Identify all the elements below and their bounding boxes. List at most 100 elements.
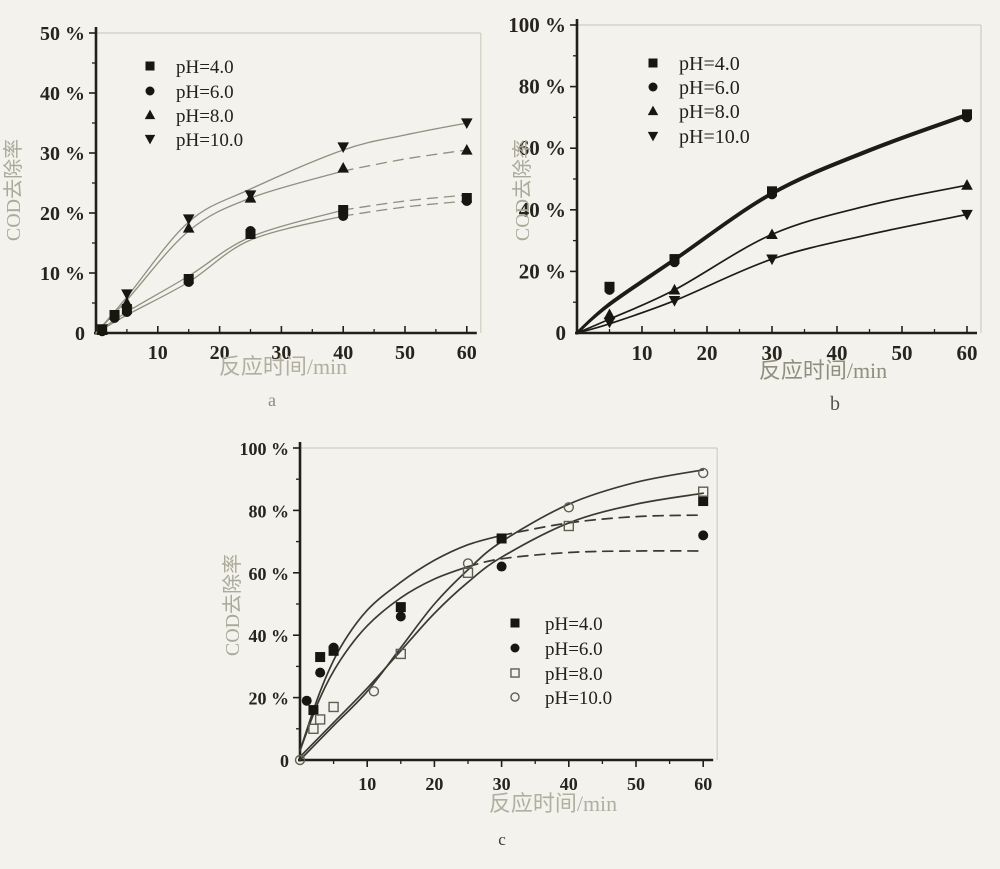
circle-filled-marker [245, 226, 256, 236]
x-tick-label: 10 [148, 342, 168, 364]
markers-pH=4.0 [308, 496, 709, 716]
y-tick-label: 30 % [40, 143, 85, 165]
triangle-down-filled-marker [182, 214, 195, 225]
circle-filled-marker [648, 82, 658, 92]
circle-filled-marker [962, 112, 972, 123]
circle-open-marker [510, 692, 520, 702]
circle-filled-marker [109, 313, 120, 323]
y-tick-label: 0 [75, 323, 85, 345]
x-tick-label: 30 [493, 774, 511, 794]
legend-label: pH=8.0 [679, 101, 740, 123]
subfigure-label: a [268, 390, 276, 410]
y-ticks [293, 447, 300, 730]
y-tick-label: 0 [280, 751, 289, 771]
triangle-up-filled-marker [461, 144, 473, 155]
square-filled-marker [496, 533, 507, 544]
triangle-up-filled-marker [182, 222, 195, 233]
x-tick-label: 20 [697, 341, 718, 365]
triangle-down-filled-marker [461, 118, 473, 129]
legend-label: pH=6.0 [176, 82, 234, 103]
circle-filled-marker [461, 196, 472, 206]
x-tick-label: 40 [560, 774, 578, 794]
circle-filled-marker [328, 642, 339, 653]
circle-filled-marker [496, 561, 507, 572]
legend-item-pH=10.0: pH=10.0 [510, 688, 612, 709]
subfigure-label: b [830, 393, 840, 415]
square-open-marker [308, 723, 319, 734]
legend-label: pH=6.0 [679, 77, 740, 99]
x-ticks [126, 326, 468, 333]
y-tick-label: 50 % [40, 23, 85, 45]
square-filled-marker [510, 618, 520, 628]
x-tick-label: 40 [333, 342, 353, 364]
legend: pH=4.0 pH=6.0 pH=8.0 pH=10.0 [510, 614, 612, 709]
circle-filled-marker [669, 257, 680, 268]
markers-pH=6.0 [97, 196, 472, 337]
markers-pH=8.0 [603, 179, 973, 320]
legend-label: pH=4.0 [176, 57, 234, 78]
x-ticks [332, 760, 705, 767]
square-filled-marker [338, 205, 349, 215]
triangle-down-filled-marker [144, 134, 156, 145]
circle-open-marker [368, 686, 380, 697]
triangle-up-filled-marker [647, 105, 659, 116]
y-axis-label: COD去除率 [511, 139, 534, 241]
y-tick-label: 20 % [249, 689, 290, 709]
circle-filled-marker [510, 643, 520, 653]
legend: pH=4.0 pH=6.0 pH=8.0 pH=10.0 [144, 57, 243, 151]
markers-pH=8.0 [96, 144, 473, 335]
triangle-down-filled-marker [96, 324, 108, 335]
circle-open-marker [563, 502, 574, 513]
y-tick-label: 40 % [519, 198, 566, 222]
chart-c: 10 20 30 40 50 60 0 20 % 40 % 60 % 80 % 100 % 反应时间/m… [221, 439, 718, 849]
triangle-down-filled-marker [647, 131, 659, 142]
circle-open-marker [698, 467, 709, 479]
legend-item-pH=4.0: pH=4.0 [145, 57, 234, 78]
x-tick-label: 60 [694, 774, 712, 794]
markers-pH=10.0 [294, 467, 709, 766]
y-ticks [570, 24, 577, 303]
x-tick-label: 30 [762, 341, 783, 365]
chart-a: 10 20 30 40 50 60 0 10 % 20 % 30 % 40 % 50 % 反应时间/mi… [2, 23, 482, 410]
square-filled-marker [315, 652, 326, 663]
triangle-down-filled-marker [766, 254, 778, 266]
square-open-marker [395, 648, 407, 660]
y-tick-label: 10 % [40, 263, 85, 285]
triangle-down-filled-marker [603, 317, 616, 329]
triangle-down-filled-marker [121, 289, 133, 300]
square-filled-marker [308, 705, 319, 716]
chart-c-container: 10 20 30 40 50 60 0 20 % 40 % 60 % 80 % 100 % 反应时间/m… [215, 425, 763, 869]
legend-item-pH=8.0: pH=8.0 [510, 664, 603, 685]
triangle-up-filled-marker [961, 179, 973, 190]
triangle-up-filled-marker [766, 228, 778, 240]
x-tick-label: 40 [827, 341, 848, 365]
curve-pH=8.0 [299, 492, 705, 758]
y-tick-label: 100 % [508, 13, 566, 37]
square-filled-marker [145, 61, 155, 71]
triangle-down-filled-marker [244, 190, 257, 201]
legend-item-pH=4.0: pH=4.0 [510, 614, 603, 635]
legend-label: pH=10.0 [545, 688, 612, 709]
markers-pH=4.0 [97, 193, 472, 335]
square-open-marker [314, 714, 326, 725]
square-open-marker [563, 520, 574, 532]
triangle-up-filled-marker [603, 308, 616, 320]
x-tick-label: 10 [358, 774, 376, 794]
markers-pH=6.0 [604, 112, 972, 295]
y-ticks [89, 32, 96, 304]
y-axis-label: COD去除率 [2, 139, 25, 241]
legend-label: pH=10.0 [679, 126, 750, 148]
y-tick-label: 40 % [40, 83, 85, 105]
subfigure-label: c [498, 830, 506, 849]
markers-pH=8.0 [308, 486, 709, 734]
y-tick-label: 100 % [240, 439, 290, 459]
x-tick-label: 50 [627, 774, 645, 794]
legend-item-pH=8.0: pH=8.0 [144, 106, 234, 127]
curve-pH=8.0 [95, 149, 468, 334]
triangle-up-filled-marker [144, 109, 156, 120]
curve-pH=6.0 [575, 114, 969, 335]
circle-open-marker [294, 754, 306, 766]
chart-b: 10 20 30 40 50 60 0 20 % 40 % 60 % 80 % 100 % 反应时间/m… [508, 13, 982, 415]
y-axis-label: COD去除率 [221, 554, 244, 656]
markers-pH=10.0 [96, 118, 473, 335]
